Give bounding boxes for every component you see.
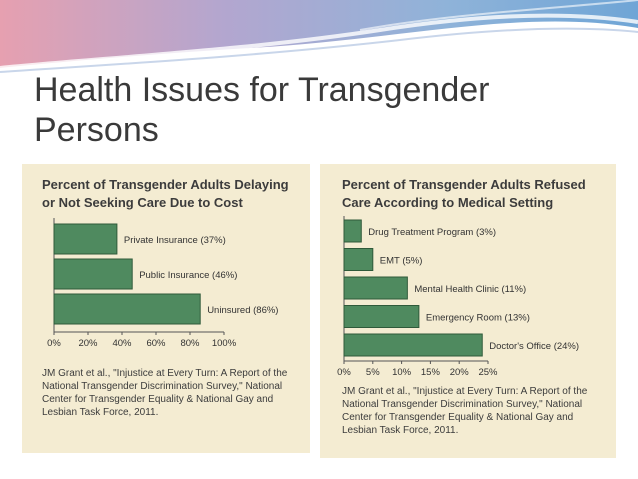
header-banner <box>0 0 638 73</box>
bar <box>343 305 420 328</box>
bar-label: EMT (5%) <box>380 256 423 267</box>
chart-title: Percent of Transgender Adults Delaying o… <box>42 177 289 210</box>
bar <box>343 276 408 300</box>
x-tick-label: 25% <box>478 367 498 378</box>
slide-title: Health Issues for Transgender Persons <box>34 71 490 149</box>
chart-panel-cost: Percent of Transgender Adults Delaying o… <box>22 164 310 453</box>
x-tick-label: 10% <box>392 367 412 378</box>
bar-label: Drug Treatment Program (3%) <box>368 227 496 238</box>
bar-chart-setting: Drug Treatment Program (3%) EMT (5%) Menta… <box>337 216 579 378</box>
x-tick-label: 20% <box>450 367 470 378</box>
bar-label: Uninsured (86%) <box>207 305 278 316</box>
bar <box>53 293 201 325</box>
bar <box>53 258 133 290</box>
chart-panel-setting: Percent of Transgender Adults Refused Ca… <box>320 164 616 458</box>
bar-label: Emergency Room (13%) <box>426 313 530 324</box>
bar-label: Doctor's Office (24%) <box>489 341 579 352</box>
bar-label: Mental Health Clinic (11%) <box>414 284 526 295</box>
bar-label: Public Insurance (46%) <box>139 270 237 281</box>
x-tick-label: 80% <box>180 338 200 349</box>
bar-chart-cost: Private Insurance (37%) Public Insurance … <box>47 218 278 349</box>
x-tick-label: 100% <box>212 338 237 349</box>
citation: JM Grant et al., "Injustice at Every Tur… <box>42 368 288 418</box>
x-tick-label: 40% <box>112 338 132 349</box>
bar <box>53 223 118 255</box>
x-tick-label: 0% <box>47 338 61 349</box>
x-tick-label: 5% <box>366 367 380 378</box>
chart-title: Percent of Transgender Adults Refused Ca… <box>342 177 586 210</box>
x-tick-label: 60% <box>146 338 166 349</box>
bar <box>343 219 362 243</box>
bar <box>343 333 483 357</box>
bar <box>343 248 374 271</box>
x-tick-label: 0% <box>337 367 351 378</box>
citation: JM Grant et al., "Injustice at Every Tur… <box>342 386 588 436</box>
x-tick-label: 20% <box>78 338 98 349</box>
bar-label: Private Insurance (37%) <box>124 235 226 246</box>
x-tick-label: 15% <box>421 367 441 378</box>
